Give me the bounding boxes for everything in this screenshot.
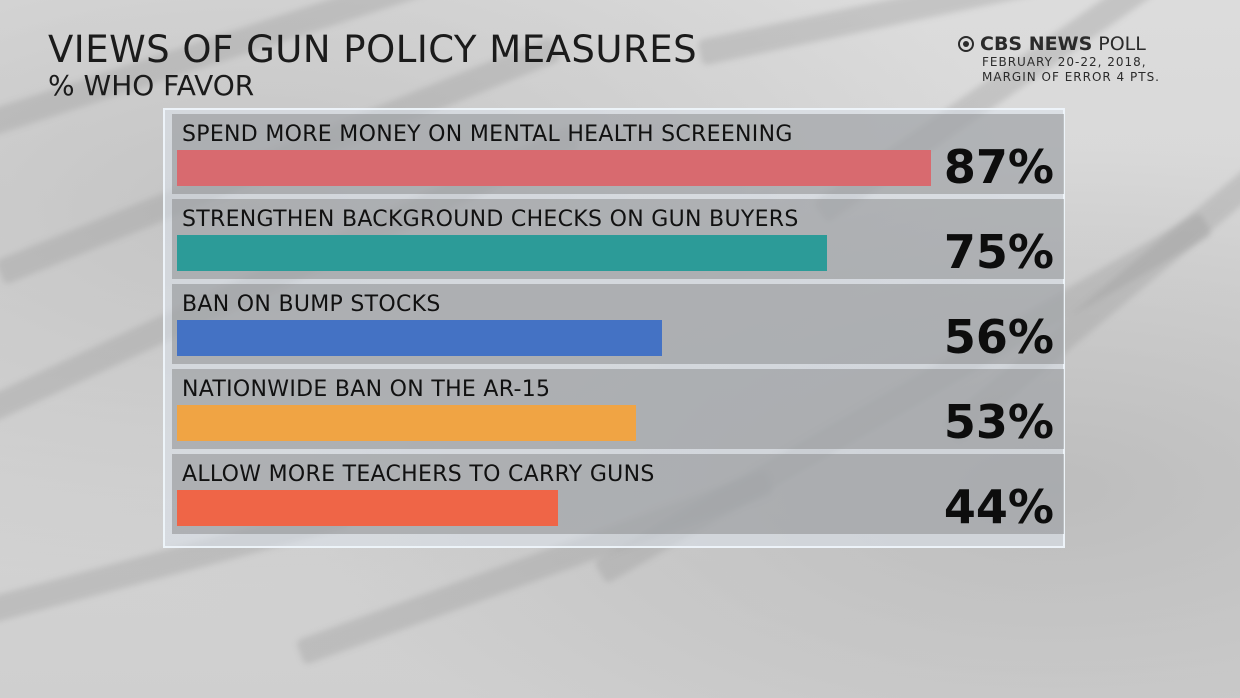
bar-value-label: 87% [943, 140, 1054, 194]
bar [177, 150, 931, 186]
bar-label: BAN ON BUMP STOCKS [182, 292, 441, 317]
chart-subtitle: % WHO FAVOR [48, 69, 255, 102]
bar-row: BAN ON BUMP STOCKS 56% [172, 284, 1064, 364]
bar-label: SPEND MORE MONEY ON MENTAL HEALTH SCREEN… [182, 122, 793, 147]
bar-label: NATIONWIDE BAN ON THE AR-15 [182, 377, 551, 402]
bar [177, 235, 827, 271]
brand-name: CBS NEWS [980, 33, 1093, 55]
margin-of-error: MARGIN OF ERROR 4 PTS. [982, 70, 1160, 84]
bar [177, 490, 558, 526]
bar-row: STRENGTHEN BACKGROUND CHECKS ON GUN BUYE… [172, 199, 1064, 279]
bar-label: ALLOW MORE TEACHERS TO CARRY GUNS [182, 462, 655, 487]
bar-value-label: 53% [943, 395, 1054, 449]
bar-value-label: 75% [943, 225, 1054, 279]
brand-logo: CBS NEWS POLL [958, 33, 1160, 55]
bar-row: NATIONWIDE BAN ON THE AR-15 53% [172, 369, 1064, 449]
title-block: VIEWS OF GUN POLICY MEASURES % WHO FAVOR [48, 30, 697, 102]
bar-row: SPEND MORE MONEY ON MENTAL HEALTH SCREEN… [172, 114, 1064, 194]
cbs-eye-icon [958, 36, 974, 52]
chart-panel: SPEND MORE MONEY ON MENTAL HEALTH SCREEN… [163, 108, 1065, 548]
brand-poll: POLL [1098, 33, 1146, 55]
chart-title: VIEWS OF GUN POLICY MEASURES [48, 28, 698, 71]
bar [177, 405, 636, 441]
bar-value-label: 44% [943, 480, 1054, 534]
brand-block: CBS NEWS POLL FEBRUARY 20-22, 2018, MARG… [958, 33, 1160, 85]
bar-value-label: 56% [943, 310, 1054, 364]
bar-label: STRENGTHEN BACKGROUND CHECKS ON GUN BUYE… [182, 207, 799, 232]
bar-row: ALLOW MORE TEACHERS TO CARRY GUNS 44% [172, 454, 1064, 534]
bar [177, 320, 662, 356]
poll-date: FEBRUARY 20-22, 2018, [982, 55, 1147, 69]
